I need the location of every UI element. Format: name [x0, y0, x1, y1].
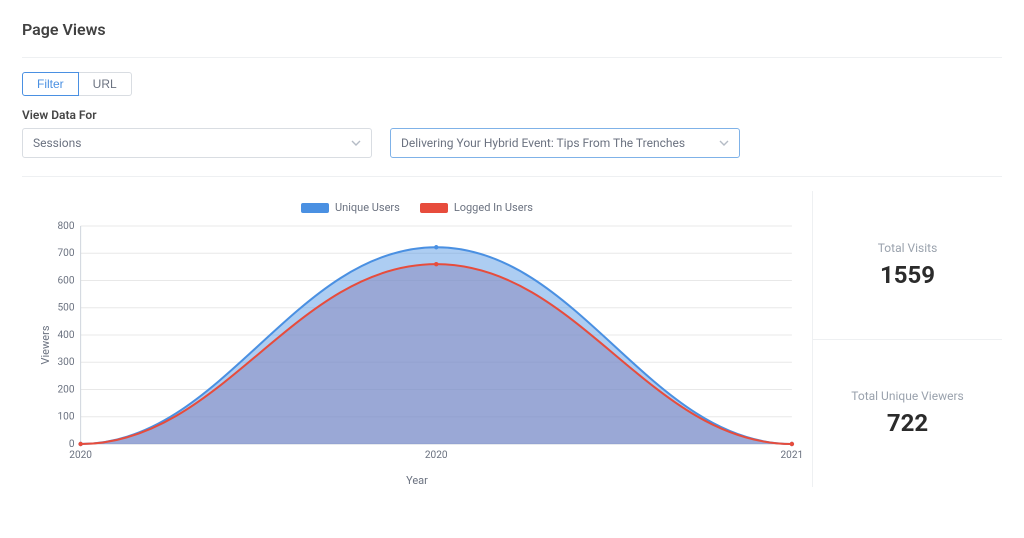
svg-text:700: 700 [57, 248, 74, 259]
chart-legend: Unique Users Logged In Users [32, 201, 802, 214]
chevron-down-icon [719, 138, 729, 148]
svg-text:800: 800 [57, 221, 74, 232]
viewers-chart: Viewers 0 100 200 300 400 500 600 700 800 2020 202… [32, 220, 802, 470]
legend-label: Logged In Users [454, 201, 533, 214]
svg-text:300: 300 [57, 357, 74, 368]
page-title: Page Views [22, 20, 1002, 39]
x-axis-label: Year [32, 474, 802, 487]
view-data-for-label: View Data For [22, 108, 1002, 122]
stats-panel: Total Visits 1559 Total Unique Viewers 7… [812, 191, 1002, 487]
legend-label: Unique Users [335, 201, 400, 214]
y-axis-label: Viewers [39, 325, 52, 364]
stat-value: 1559 [880, 261, 935, 289]
data-type-value: Sessions [33, 136, 81, 150]
svg-text:500: 500 [57, 303, 74, 314]
svg-text:600: 600 [57, 276, 74, 287]
legend-swatch [420, 203, 448, 213]
session-select[interactable]: Delivering Your Hybrid Event: Tips From … [390, 128, 740, 158]
chart-panel: Unique Users Logged In Users Viewers 0 100… [22, 191, 812, 487]
stat-total-visits: Total Visits 1559 [813, 191, 1002, 339]
session-value: Delivering Your Hybrid Event: Tips From … [401, 136, 685, 150]
svg-text:100: 100 [57, 412, 74, 423]
svg-text:400: 400 [57, 330, 74, 341]
svg-text:200: 200 [57, 385, 74, 396]
svg-text:2020: 2020 [69, 450, 92, 461]
legend-item[interactable]: Logged In Users [420, 201, 533, 214]
toggle-url-button[interactable]: URL [79, 72, 132, 96]
svg-text:2020: 2020 [425, 450, 448, 461]
data-type-select[interactable]: Sessions [22, 128, 372, 158]
stat-label: Total Unique Viewers [851, 389, 963, 403]
legend-swatch [301, 203, 329, 213]
view-toggle-group: Filter URL [22, 72, 132, 96]
chevron-down-icon [351, 138, 361, 148]
stat-label: Total Visits [878, 241, 938, 255]
stat-value: 722 [887, 409, 928, 437]
svg-text:2021: 2021 [780, 450, 802, 461]
legend-item[interactable]: Unique Users [301, 201, 400, 214]
filter-bar: Filter URL View Data For Sessions Delive… [22, 57, 1002, 177]
svg-text:0: 0 [69, 439, 75, 450]
toggle-filter-button[interactable]: Filter [22, 72, 79, 96]
stat-total-unique: Total Unique Viewers 722 [813, 339, 1002, 488]
